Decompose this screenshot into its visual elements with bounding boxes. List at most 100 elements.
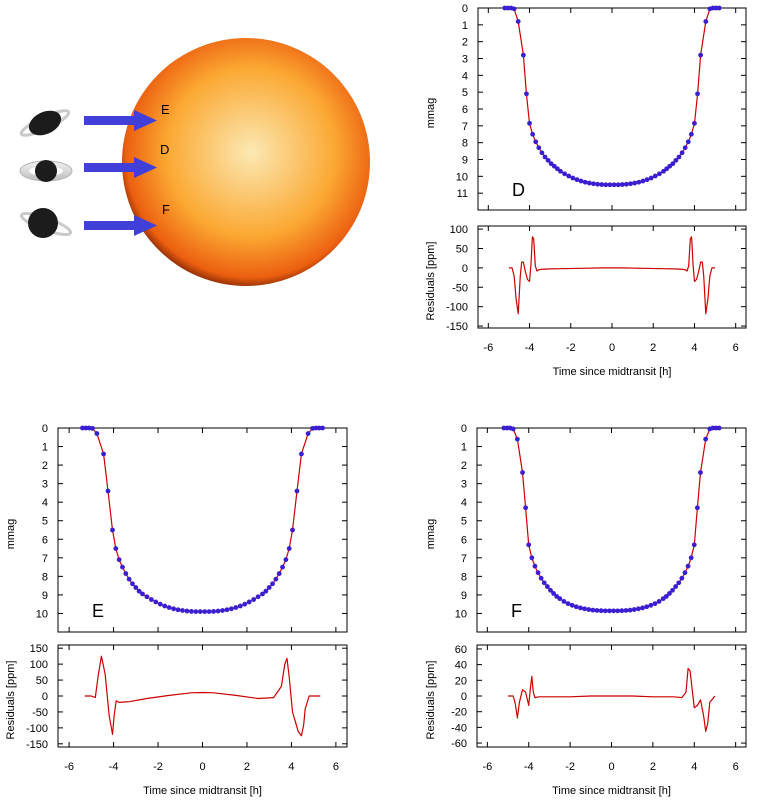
data-point: [251, 597, 257, 602]
data-point: [551, 591, 556, 596]
data-point: [530, 131, 536, 137]
data-point: [673, 584, 679, 589]
y-tick-label: 8: [461, 571, 467, 583]
y-tick-label: 100: [450, 224, 468, 236]
data-point: [527, 120, 532, 126]
data-point: [166, 605, 172, 610]
data-point: [561, 599, 567, 604]
data-point: [691, 542, 697, 548]
data-point: [679, 575, 685, 581]
y-tick-label: 9: [461, 590, 467, 602]
x-tick-label: -2: [565, 761, 575, 773]
data-point: [657, 171, 662, 177]
data-point: [570, 175, 576, 181]
data-point: [520, 470, 525, 475]
y-tick-label: -20: [451, 707, 467, 719]
data-point: [90, 425, 95, 431]
data-point: [627, 607, 633, 613]
data-point: [557, 596, 563, 602]
x-tick-label: -6: [64, 761, 74, 773]
data-point: [558, 168, 563, 174]
data-point: [590, 607, 596, 613]
data-point: [582, 606, 587, 612]
data-point: [233, 605, 239, 610]
y-tick-label: 1: [462, 20, 468, 32]
data-point: [619, 182, 625, 187]
data-point: [171, 606, 177, 612]
y-tick-label: -50: [452, 282, 468, 294]
x-tick-label: 4: [691, 342, 697, 354]
data-point: [636, 606, 641, 612]
data-point: [242, 601, 248, 607]
data-point: [673, 157, 679, 163]
x-tick-label: 2: [244, 761, 250, 773]
data-point: [220, 608, 225, 613]
data-point: [586, 607, 592, 612]
x-tick-label: -6: [482, 761, 492, 773]
data-point: [197, 609, 203, 614]
data-point: [644, 177, 650, 183]
data-point: [607, 608, 612, 614]
data-point: [631, 607, 637, 612]
data-point: [202, 609, 208, 614]
data-point: [313, 425, 319, 431]
data-point: [266, 585, 272, 590]
y-tick-label: -150: [446, 321, 468, 333]
residual-y-axis-label: Residuals [ppm]: [425, 242, 437, 321]
data-point: [532, 563, 538, 569]
data-point: [676, 580, 682, 586]
data-point: [188, 609, 194, 614]
y-tick-label: -100: [26, 723, 48, 735]
data-point: [316, 425, 322, 431]
panel-label: D: [512, 180, 525, 200]
data-point: [573, 604, 579, 610]
panel-label: F: [511, 601, 522, 621]
planet-d-icon: [19, 160, 73, 182]
data-point: [280, 564, 285, 570]
data-point: [688, 555, 694, 561]
x-tick-label: 0: [608, 761, 614, 773]
data-point: [116, 557, 122, 563]
data-point: [652, 601, 658, 607]
data-point: [640, 178, 646, 184]
x-tick-label: 2: [650, 342, 656, 354]
residual-line: [84, 655, 321, 737]
arrow-e-icon: [84, 110, 157, 131]
data-point: [602, 608, 608, 614]
y-tick-label: 2: [462, 37, 468, 49]
data-point: [615, 182, 621, 188]
y-tick-label: 5: [42, 516, 48, 528]
y-tick-label: 1: [42, 442, 48, 454]
data-point: [542, 154, 548, 160]
y-tick-label: 3: [462, 54, 468, 66]
data-point: [648, 602, 654, 608]
data-point: [538, 575, 544, 581]
data-point: [255, 594, 261, 600]
x-tick-label: 4: [691, 761, 697, 773]
y-tick-label: 10: [36, 608, 48, 620]
y-tick-label: 1: [461, 442, 467, 454]
y-tick-label: -150: [26, 739, 48, 751]
data-point: [113, 546, 119, 551]
data-point: [611, 608, 616, 614]
data-point: [603, 182, 609, 188]
data-point: [290, 527, 295, 533]
data-point: [598, 608, 604, 614]
panel-d: 0 1 2 3 4 5 6 7 8 9 10 11 mmag D -150 -100 -50 0 50 100 -6 -4…: [425, 3, 747, 378]
data-point: [229, 606, 234, 612]
data-point: [520, 52, 526, 58]
data-point: [510, 426, 516, 432]
data-point: [544, 584, 550, 589]
data-point: [578, 178, 584, 184]
data-point: [144, 594, 150, 600]
data-point: [595, 181, 600, 187]
data-point: [162, 603, 168, 609]
y-tick-label: 0: [42, 423, 48, 435]
data-point: [175, 607, 181, 613]
data-point: [632, 180, 638, 186]
data-point: [130, 581, 135, 587]
y-tick-label: 10: [456, 171, 468, 183]
y-tick-label: 6: [462, 104, 468, 116]
arrow-d-icon: [84, 157, 157, 178]
residual-y-axis-label: Residuals [ppm]: [425, 661, 437, 740]
